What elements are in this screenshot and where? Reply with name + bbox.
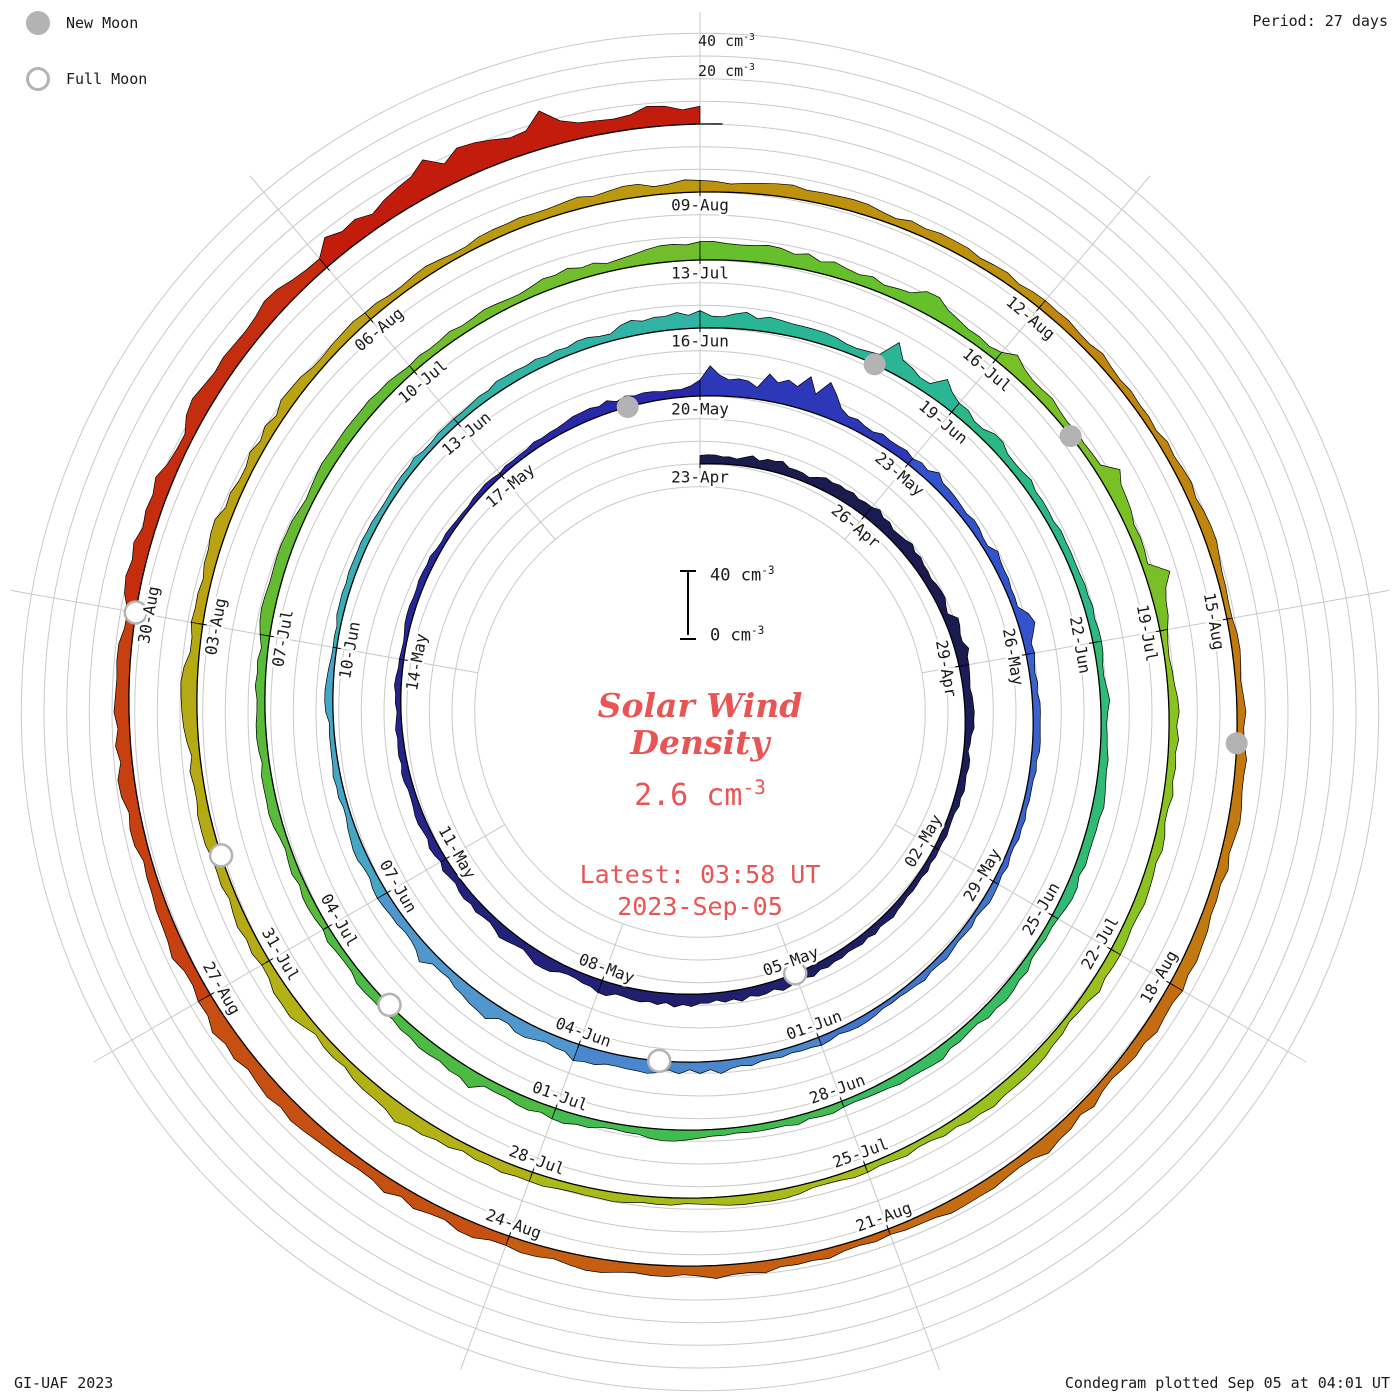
full-moon-label: Full Moon [66, 70, 148, 88]
svg-text:16-Jun: 16-Jun [671, 332, 729, 351]
scale-bar-top-text: 40 cm [710, 565, 762, 586]
outer-scale-40-exp: -3 [743, 32, 755, 43]
svg-text:20-May: 20-May [671, 400, 729, 419]
svg-text:09-Aug: 09-Aug [671, 196, 729, 215]
moon-legend: New Moon Full Moon [26, 8, 147, 120]
chart-title-line2: Density [630, 722, 770, 762]
latest-timestamp: Latest: 03:58 UT 2023-Sep-05 [0, 859, 1400, 923]
latest-line1: Latest: 03:58 UT [579, 859, 821, 889]
scale-bar-bottom-tick [680, 638, 696, 640]
legend-row-new-moon: New Moon [26, 8, 147, 38]
full-moon-icon [26, 67, 50, 91]
center-annotation: Solar Wind Density 2.6 cm-3 Latest: 03:5… [0, 686, 1400, 923]
new-moon-icon [26, 11, 50, 35]
current-density-text: 2.6 cm [634, 777, 743, 813]
outer-scale-40-text: 40 cm [698, 32, 744, 50]
scale-bar-bottom-text: 0 cm [710, 626, 751, 646]
outer-scale-40-label: 40 cm-3 [698, 32, 755, 50]
legend-row-full-moon: Full Moon [26, 64, 147, 94]
latest-line2: 2023-Sep-05 [617, 891, 783, 921]
period-label: Period: 27 days [1252, 12, 1388, 30]
credit-label: GI-UAF 2023 [14, 1374, 114, 1392]
scale-bar-stem [687, 571, 689, 635]
current-density-exp: -3 [742, 775, 766, 799]
outer-scale-20-exp: -3 [743, 62, 755, 73]
outer-scale-20-text: 20 cm [698, 62, 744, 80]
scale-bar-bottom-exp: -3 [750, 624, 765, 638]
current-density-value: 2.6 cm-3 [0, 776, 1400, 813]
center-scale-bar: 40 cm-3 0 cm-3 [680, 564, 830, 646]
new-moon-label: New Moon [66, 14, 139, 32]
chart-title-line1: Solar Wind [597, 686, 803, 725]
svg-text:13-Jul: 13-Jul [671, 264, 729, 283]
outer-scale-20-label: 20 cm-3 [698, 62, 755, 80]
svg-text:28-Jun: 28-Jun [807, 1070, 868, 1108]
plotted-timestamp-label: Condegram plotted Sep 05 at 04:01 UT [1064, 1374, 1390, 1392]
scale-bar-bottom-label: 0 cm-3 [710, 624, 764, 646]
chart-title: Solar Wind Density [0, 686, 1400, 762]
svg-text:23-Apr: 23-Apr [671, 468, 729, 487]
scale-bar-top-label: 40 cm-3 [710, 564, 775, 586]
scale-bar-top-exp: -3 [761, 564, 775, 577]
svg-text:01-Jun: 01-Jun [784, 1006, 845, 1044]
